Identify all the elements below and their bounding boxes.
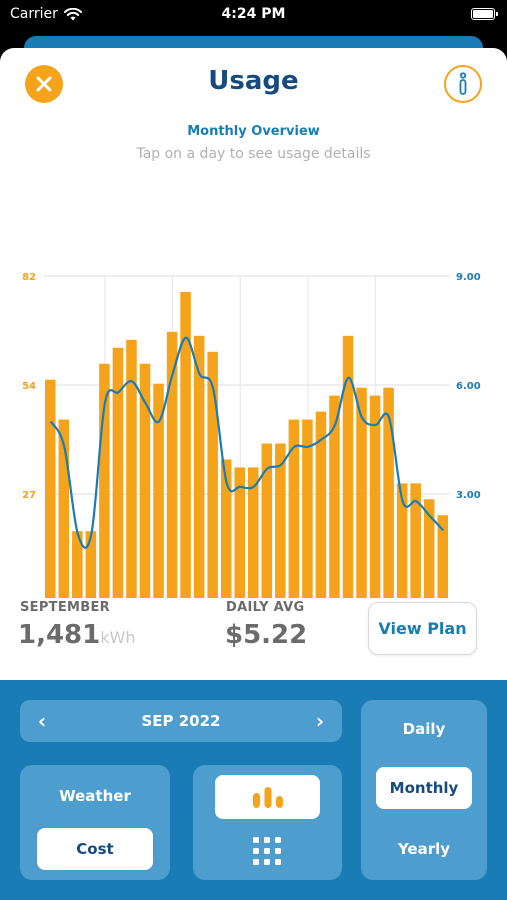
usage-bar[interactable] [220,459,232,598]
view-plan-button[interactable]: View Plan [368,602,477,655]
right-axis-tick-label: 9.00 [456,272,481,283]
info-button[interactable] [444,65,482,103]
left-axis-tick-label: 54 [22,381,36,392]
prev-month-button[interactable]: ‹ [37,709,47,733]
usage-bar[interactable] [369,395,381,598]
clock: 4:24 PM [221,6,286,22]
usage-bar[interactable] [112,347,124,598]
usage-bar[interactable] [396,483,408,598]
chart-subtitle: Monthly Overview [187,124,320,139]
usage-bar[interactable] [315,411,327,598]
total-usage-unit: kWh [100,628,136,647]
bar-chart-view-button[interactable] [215,775,320,819]
usage-bar[interactable] [166,331,178,598]
cost-option[interactable]: Cost [37,828,153,870]
usage-bar[interactable] [383,387,394,598]
close-icon [36,76,52,92]
month-label: SEPTEMBER [20,600,110,615]
chart-hint: Tap on a day to see usage details [136,146,371,162]
total-usage: 1,481kWh [18,620,135,650]
data-type-panel: Weather Cost [20,765,170,880]
usage-sheet: Usage Monthly Overview Tap on a day to s… [0,48,507,900]
daily-avg-label: DAILY AVG [226,600,305,615]
usage-bar[interactable] [85,531,97,598]
carrier: Carrier [10,6,82,22]
usage-bar[interactable] [248,467,259,598]
left-axis-tick-label: 82 [22,272,36,283]
status-bar: Carrier 4:24 PM [0,0,507,30]
usage-bar[interactable] [342,335,354,598]
usage-bar[interactable] [288,419,300,598]
usage-bar[interactable] [45,379,56,598]
monthly-option[interactable]: Monthly [376,767,472,809]
period-panel: Daily Monthly Yearly [361,700,487,880]
usage-bar[interactable] [329,395,340,598]
bar-chart-icon [252,787,283,808]
month-selector: ‹ SEP 2022 › [20,700,342,742]
battery-icon [471,8,498,20]
usage-bar[interactable] [275,443,286,598]
grid-view-button[interactable] [251,835,283,867]
usage-bar[interactable] [193,335,205,598]
usage-chart[interactable]: 02754820.003.006.009.00510152025kWh$ [0,203,507,598]
usage-summary: SEPTEMBER 1,481kWh DAILY AVG $5.22 View … [0,598,507,678]
usage-bar[interactable] [356,387,367,598]
usage-bar[interactable] [99,363,110,598]
right-axis-tick-label: 6.00 [456,381,481,392]
wifi-icon [63,7,82,20]
usage-bar[interactable] [72,531,83,598]
usage-bar[interactable] [139,363,151,598]
page-title: Usage [208,66,299,96]
total-usage-value: 1,481 [18,620,101,650]
weather-option[interactable]: Weather [59,787,131,805]
next-month-button[interactable]: › [315,709,325,733]
daily-option[interactable]: Daily [402,720,446,738]
usage-bar[interactable] [302,419,313,598]
cost-line [49,336,445,549]
usage-bar[interactable] [437,515,448,598]
usage-bar[interactable] [261,443,273,598]
grid-dots-icon [253,837,281,865]
daily-avg-value: $5.22 [225,620,308,650]
usage-bar[interactable] [153,383,164,598]
usage-bar[interactable] [207,351,218,598]
usage-bar[interactable] [180,291,191,598]
carrier-label: Carrier [10,6,58,22]
right-axis-tick-label: 3.00 [456,490,481,501]
controls-panel: ‹ SEP 2022 › Weather Cost [0,680,507,900]
usage-bar[interactable] [410,483,421,598]
month-label: SEP 2022 [141,712,221,730]
yearly-option[interactable]: Yearly [397,840,451,858]
usage-bar[interactable] [423,499,435,598]
info-icon [459,72,467,95]
left-axis-tick-label: 27 [22,490,36,501]
usage-bar[interactable] [58,419,70,598]
close-button[interactable] [25,65,63,103]
usage-bar[interactable] [126,339,137,598]
usage-bar[interactable] [234,467,245,598]
view-mode-panel [193,765,342,880]
